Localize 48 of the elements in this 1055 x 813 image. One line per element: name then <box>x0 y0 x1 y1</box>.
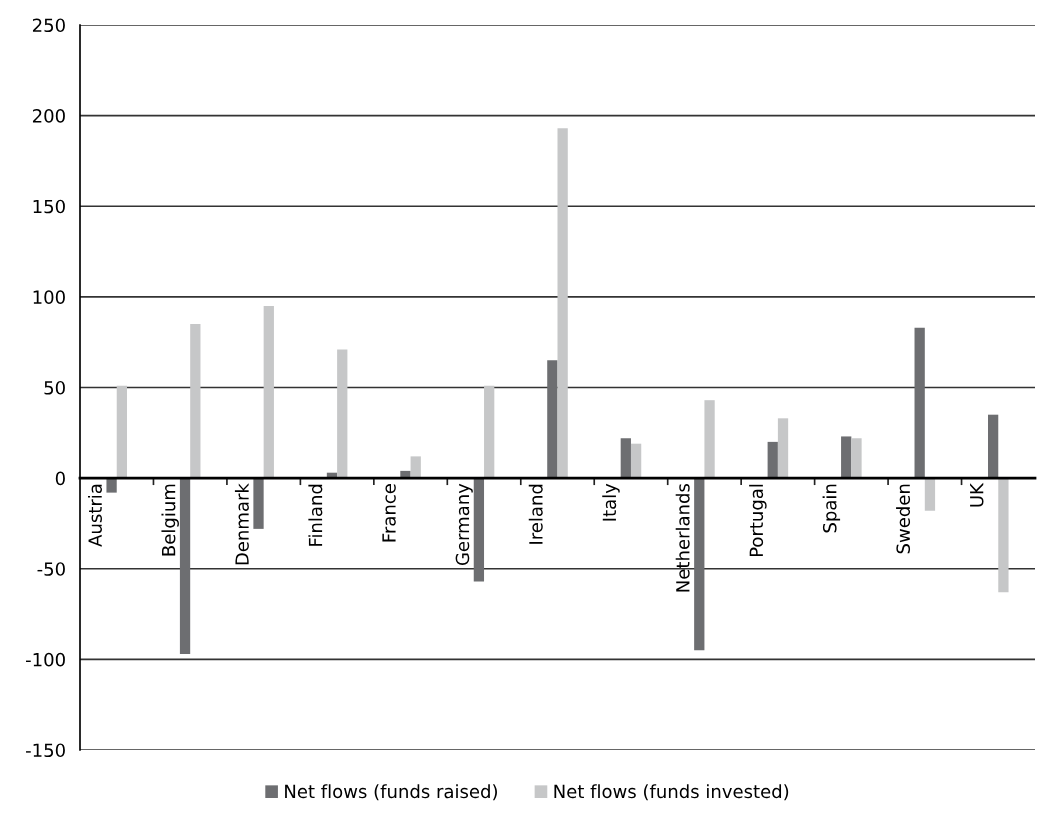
bar <box>767 441 778 479</box>
x-tick-label: Germany <box>455 483 473 566</box>
x-tick-label: France <box>382 484 396 542</box>
bar <box>484 385 495 479</box>
y-tick-label: -100 <box>26 652 65 667</box>
x-tick-label: Austria <box>87 484 102 547</box>
bar <box>704 400 715 479</box>
x-tick-label: Spain <box>822 484 841 533</box>
bar <box>179 478 191 654</box>
y-tick-label: 100 <box>33 290 65 304</box>
y-tick-label: 250 <box>32 18 65 33</box>
y-tick-label: 200 <box>32 109 65 123</box>
bar <box>547 360 558 479</box>
x-tick-label: Denmark <box>234 483 249 565</box>
bar <box>557 128 568 479</box>
bar <box>190 324 201 479</box>
bar <box>777 418 789 479</box>
x-tick-label: Italy <box>602 483 620 521</box>
bar <box>106 478 117 493</box>
bar <box>841 436 852 479</box>
y-tick-label: -150 <box>26 743 65 758</box>
bar <box>987 414 999 479</box>
y-tick-label: 0 <box>55 471 65 486</box>
bar <box>410 456 421 479</box>
x-tick-label: Belgium <box>161 484 179 556</box>
x-tick-label: Finland <box>308 484 323 546</box>
bar <box>116 385 128 479</box>
bar <box>694 478 705 651</box>
legend-label: Net flows (funds raised) <box>285 784 497 801</box>
bar <box>851 438 862 479</box>
x-tick-label: Ireland <box>528 484 543 544</box>
bar <box>620 438 631 479</box>
x-tick-label: Sweden <box>896 484 911 554</box>
y-tick-label: 150 <box>33 199 65 214</box>
x-tick-label: Portugal <box>749 484 767 557</box>
x-tick-label: Netherlands <box>675 484 690 592</box>
y-tick-label: -50 <box>37 562 65 576</box>
bar <box>337 349 348 479</box>
bar <box>914 327 925 479</box>
x-tick-label: UK <box>970 482 984 507</box>
bar <box>253 478 264 529</box>
bar <box>924 478 936 511</box>
bar <box>263 305 274 479</box>
bar <box>473 478 485 582</box>
bar <box>630 443 642 479</box>
bar <box>998 478 1009 593</box>
legend-label: Net flows (funds invested) <box>554 784 789 801</box>
y-tick-label: 50 <box>44 380 65 395</box>
